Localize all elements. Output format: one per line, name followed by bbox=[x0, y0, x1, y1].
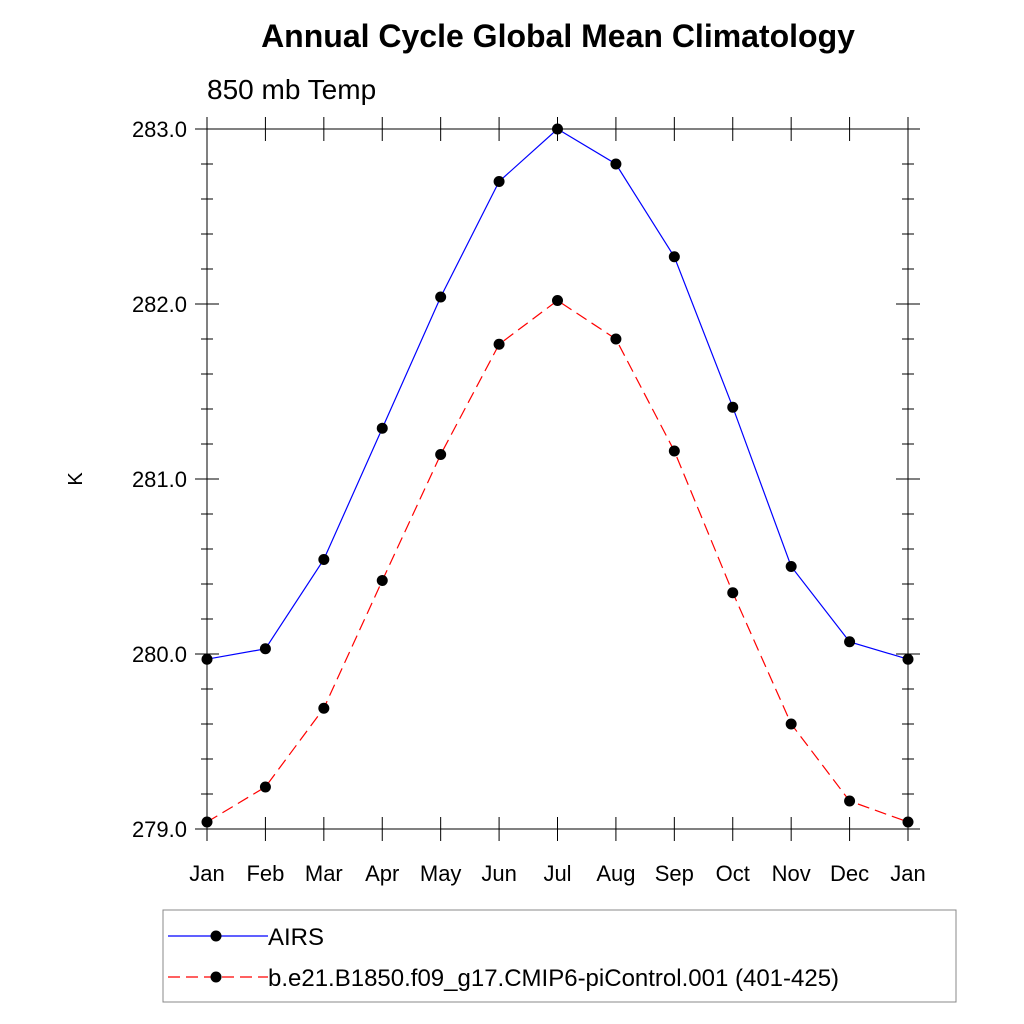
data-point bbox=[785, 718, 797, 730]
x-tick-label: Sep bbox=[655, 861, 694, 886]
plot-area: 279.0 280.0 281.0 282.0 283.0 Jan Feb Mar Apr May… bbox=[132, 117, 926, 886]
data-point bbox=[318, 554, 330, 565]
data-point bbox=[552, 295, 563, 306]
data-point bbox=[727, 401, 739, 413]
data-point bbox=[552, 123, 563, 135]
legend-label-0: AIRS bbox=[268, 924, 324, 951]
y-tick-label: 280.0 bbox=[132, 642, 187, 667]
x-tick-label: Dec bbox=[830, 861, 869, 886]
data-point bbox=[435, 449, 447, 460]
data-point bbox=[727, 587, 739, 599]
data-point bbox=[668, 251, 680, 263]
data-point bbox=[259, 643, 271, 655]
legend-box bbox=[162, 909, 957, 1003]
data-point bbox=[259, 781, 271, 793]
data-point bbox=[902, 653, 914, 665]
x-tick-label: Jun bbox=[481, 861, 516, 886]
data-point bbox=[318, 702, 330, 714]
data-point bbox=[668, 445, 680, 457]
series-line-1 bbox=[206, 299, 909, 823]
data-point bbox=[844, 636, 856, 648]
data-point bbox=[844, 795, 856, 807]
y-axis-label: K bbox=[65, 472, 87, 486]
data-point bbox=[493, 338, 505, 350]
x-tick-label: Aug bbox=[596, 861, 635, 886]
data-point bbox=[610, 333, 622, 345]
x-tick-label: Apr bbox=[365, 861, 399, 886]
data-point bbox=[902, 816, 914, 828]
x-tick-label: May bbox=[420, 861, 462, 886]
y-tick-label: 281.0 bbox=[132, 467, 187, 492]
legend-marker-0 bbox=[210, 930, 222, 942]
legend-label-1: b.e21.B1850.f09_g17.CMIP6-piControl.001 … bbox=[268, 965, 839, 992]
data-point bbox=[201, 816, 213, 828]
series-line-0 bbox=[206, 128, 909, 660]
x-tick-label: Jul bbox=[543, 861, 571, 886]
legend: AIRS b.e21.B1850.f09_g17.CMIP6-piControl.… bbox=[162, 909, 957, 1003]
x-tick-label: Mar bbox=[305, 861, 343, 886]
data-point bbox=[785, 561, 797, 572]
x-tick-label: Jan bbox=[890, 861, 925, 886]
legend-marker-1 bbox=[210, 971, 222, 983]
data-point bbox=[435, 291, 447, 303]
x-tick-label: Feb bbox=[246, 861, 284, 886]
data-point bbox=[376, 422, 388, 434]
data-point bbox=[201, 653, 213, 665]
y-tick-label: 283.0 bbox=[132, 117, 187, 142]
x-tick-label: Nov bbox=[772, 861, 811, 886]
y-tick-label: 279.0 bbox=[132, 817, 187, 842]
data-point bbox=[493, 176, 505, 187]
data-point bbox=[376, 575, 388, 586]
chart-title: Annual Cycle Global Mean Climatology bbox=[261, 18, 855, 54]
chart-subtitle: 850 mb Temp bbox=[207, 74, 376, 105]
x-tick-label: Oct bbox=[716, 861, 750, 886]
y-tick-label: 282.0 bbox=[132, 292, 187, 317]
x-tick-label: Jan bbox=[189, 861, 224, 886]
data-point bbox=[610, 158, 622, 170]
